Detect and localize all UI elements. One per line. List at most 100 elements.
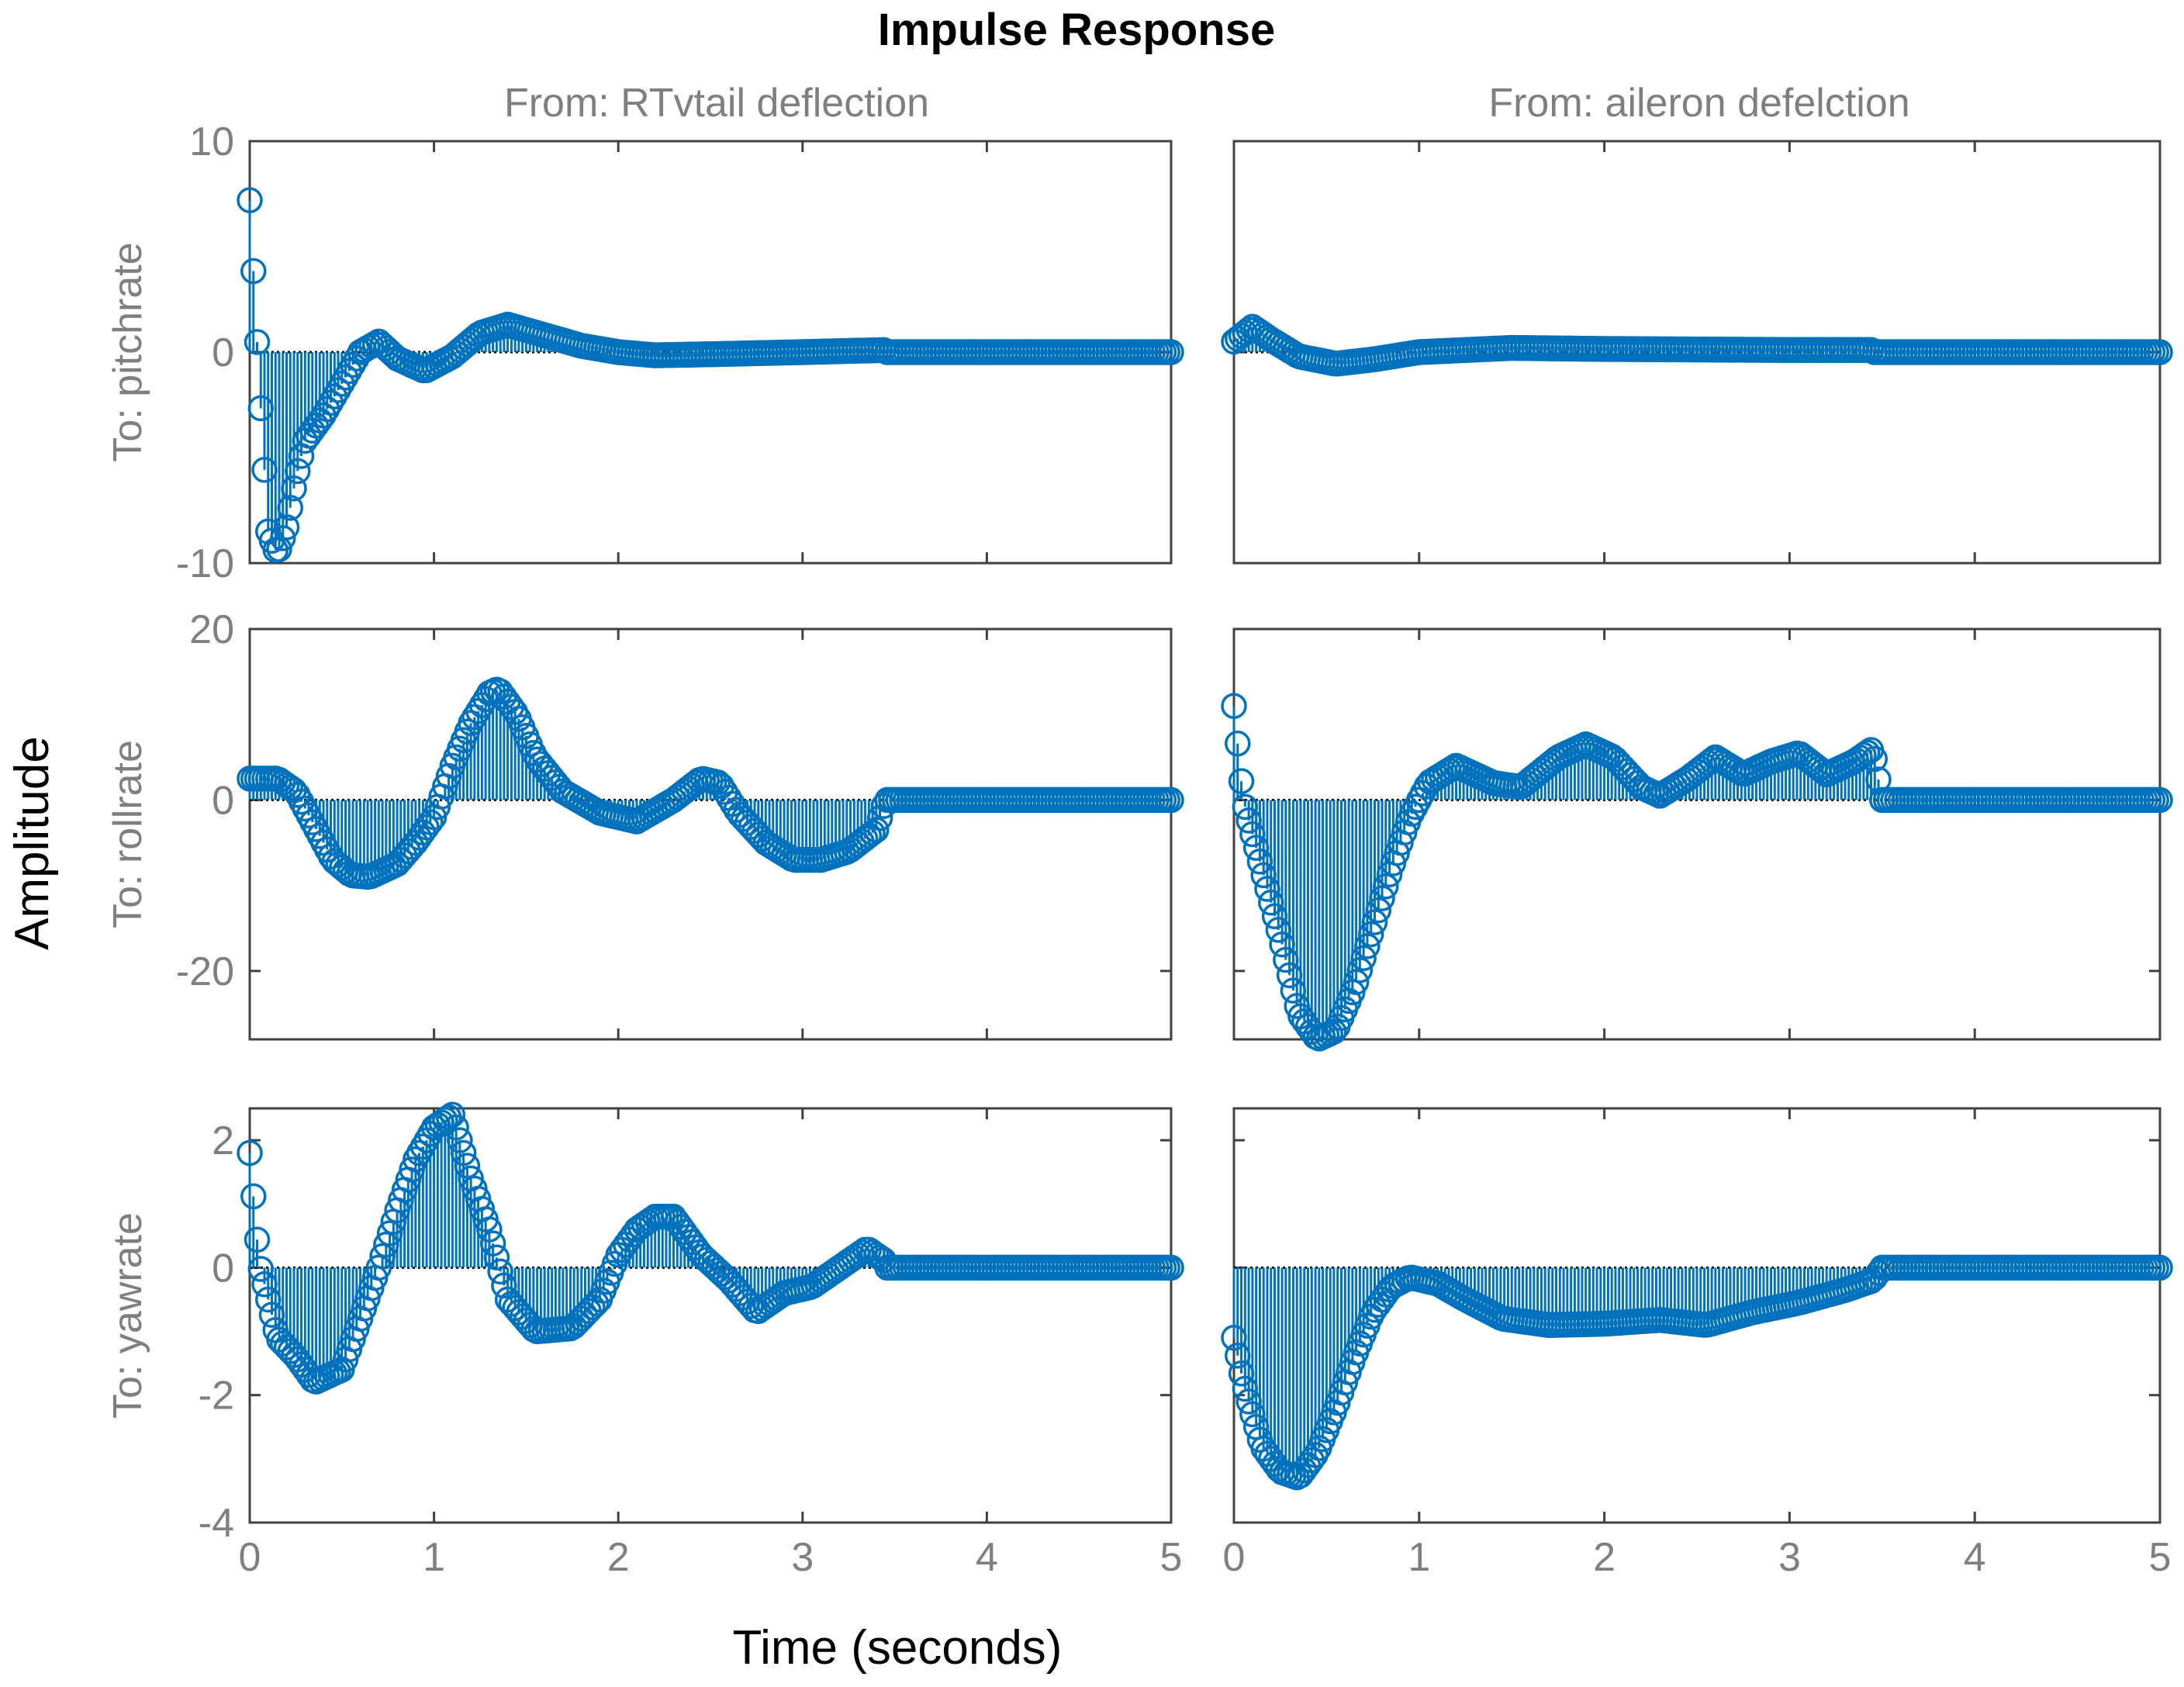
- stem-series: [237, 1101, 1184, 1395]
- stem-marker: [332, 364, 359, 391]
- stem-series: [237, 676, 1184, 890]
- x-tick-label: 4: [976, 1535, 998, 1580]
- stem-marker: [1369, 885, 1395, 911]
- stem-series: [1221, 313, 2173, 377]
- x-tick-label: 4: [1964, 1535, 1986, 1580]
- y-tick-label: 0: [212, 778, 234, 823]
- stem-marker: [237, 187, 263, 213]
- stem-marker: [1235, 316, 1262, 343]
- stem-marker: [1354, 933, 1381, 959]
- y-tick-label: -4: [199, 1501, 234, 1546]
- stem-marker: [1373, 873, 1399, 900]
- subplot-pitchrate-aileron: [1221, 140, 2173, 565]
- y-tick-label: 2: [212, 1118, 234, 1163]
- stem-marker: [1158, 786, 1184, 814]
- y-tick-label: 10: [189, 119, 234, 164]
- stem-marker: [483, 1244, 510, 1270]
- stem-marker: [1221, 693, 1247, 719]
- stem-marker: [1158, 339, 1184, 365]
- stem-marker: [240, 1183, 267, 1210]
- stem-marker: [237, 1139, 263, 1167]
- stem-marker: [479, 1230, 506, 1257]
- chart-title: Impulse Response: [878, 5, 1275, 55]
- stem-marker: [1346, 956, 1374, 984]
- stem-marker: [285, 458, 311, 485]
- y-tick-label: 0: [212, 1246, 234, 1291]
- stem-marker: [1854, 739, 1881, 766]
- stem-marker: [2147, 1254, 2173, 1281]
- axes-frame: [248, 1107, 1173, 1524]
- stem-marker: [1343, 969, 1370, 995]
- output-label-rollrate: To: rollrate: [105, 740, 150, 928]
- stem-marker: [2147, 339, 2173, 365]
- stem-marker: [270, 525, 296, 551]
- y-tick-label: 20: [189, 607, 234, 652]
- stem-series: [237, 187, 1184, 563]
- stem-marker: [1861, 745, 1888, 773]
- y-tick-label: 0: [212, 330, 234, 375]
- stem-marker: [314, 396, 340, 423]
- stem-marker: [476, 1216, 503, 1243]
- stem-marker: [454, 1153, 481, 1179]
- stem-marker: [443, 1114, 469, 1141]
- stem-marker: [310, 402, 337, 429]
- stem-marker: [863, 817, 890, 843]
- stem-marker: [447, 1127, 473, 1153]
- stem-marker: [240, 258, 267, 285]
- output-label-pitchrate: To: pitchrate: [105, 242, 150, 462]
- x-tick-label: 3: [791, 1535, 814, 1580]
- stem-marker: [1698, 747, 1725, 773]
- stem-series: [1221, 693, 2173, 1052]
- subplot-pitchrate-rtvtail: -10 0 10 To: pitchrate: [105, 119, 1184, 586]
- stem-marker: [321, 383, 348, 410]
- x-tick-label: 2: [607, 1535, 630, 1580]
- stem-marker: [1225, 730, 1251, 757]
- stem-marker: [325, 377, 351, 403]
- stem-marker: [273, 514, 300, 541]
- x-axis-label: Time (seconds): [733, 1621, 1063, 1675]
- stem-marker: [336, 358, 363, 385]
- stem-marker: [1361, 909, 1388, 935]
- stem-marker: [1365, 897, 1392, 924]
- stem-marker: [450, 1139, 477, 1167]
- x-tick-label: 1: [1408, 1535, 1430, 1580]
- subplot-rollrate-rtvtail: -20 0 20 To: rollrate: [105, 607, 1184, 1041]
- stem-marker: [1228, 768, 1255, 794]
- y-axis-label: Amplitude: [5, 736, 59, 950]
- stem-marker: [277, 494, 304, 521]
- output-label-yawrate: To: yawrate: [105, 1212, 150, 1419]
- x-tick-label: 0: [239, 1535, 261, 1580]
- stem-marker: [1158, 1254, 1184, 1281]
- subplot-yawrate-aileron: 0 1 2 3 4 5: [1221, 1107, 2173, 1580]
- stem-marker: [281, 475, 307, 502]
- x-tick-label: 1: [423, 1535, 445, 1580]
- stem-marker: [1357, 921, 1384, 948]
- stem-marker: [244, 329, 271, 355]
- x-tick-label: 3: [1778, 1535, 1801, 1580]
- stem-marker: [1321, 1018, 1347, 1045]
- stem-marker: [1851, 742, 1877, 769]
- subplot-yawrate-rtvtail: 0 1 2 3 4 5 -4 -2 0 2 To: yawrate: [105, 1101, 1184, 1580]
- stem-marker: [244, 1226, 271, 1253]
- x-tick-label: 0: [1223, 1535, 1246, 1580]
- axes-frame: [248, 627, 1173, 1041]
- stem-marker: [1350, 945, 1377, 972]
- input-label-rtvtail: From: RTvtail deflection: [504, 81, 929, 126]
- stem-marker: [329, 371, 355, 397]
- stem-marker: [582, 1290, 610, 1317]
- stem-marker: [2147, 786, 2173, 814]
- x-tick-label: 5: [2149, 1535, 2172, 1580]
- y-tick-label: -2: [199, 1374, 234, 1419]
- y-tick-label: -20: [176, 949, 234, 994]
- y-tick-label: -10: [176, 541, 234, 586]
- stem-marker: [439, 1101, 466, 1128]
- input-label-aileron: From: aileron defelction: [1488, 81, 1909, 126]
- stem-marker: [417, 809, 444, 835]
- stem-series: [1221, 1254, 2173, 1491]
- x-tick-label: 5: [1160, 1535, 1183, 1580]
- axes-frame: [1232, 627, 2162, 1041]
- subplot-rollrate-aileron: [1221, 627, 2173, 1052]
- stem-marker: [859, 819, 886, 846]
